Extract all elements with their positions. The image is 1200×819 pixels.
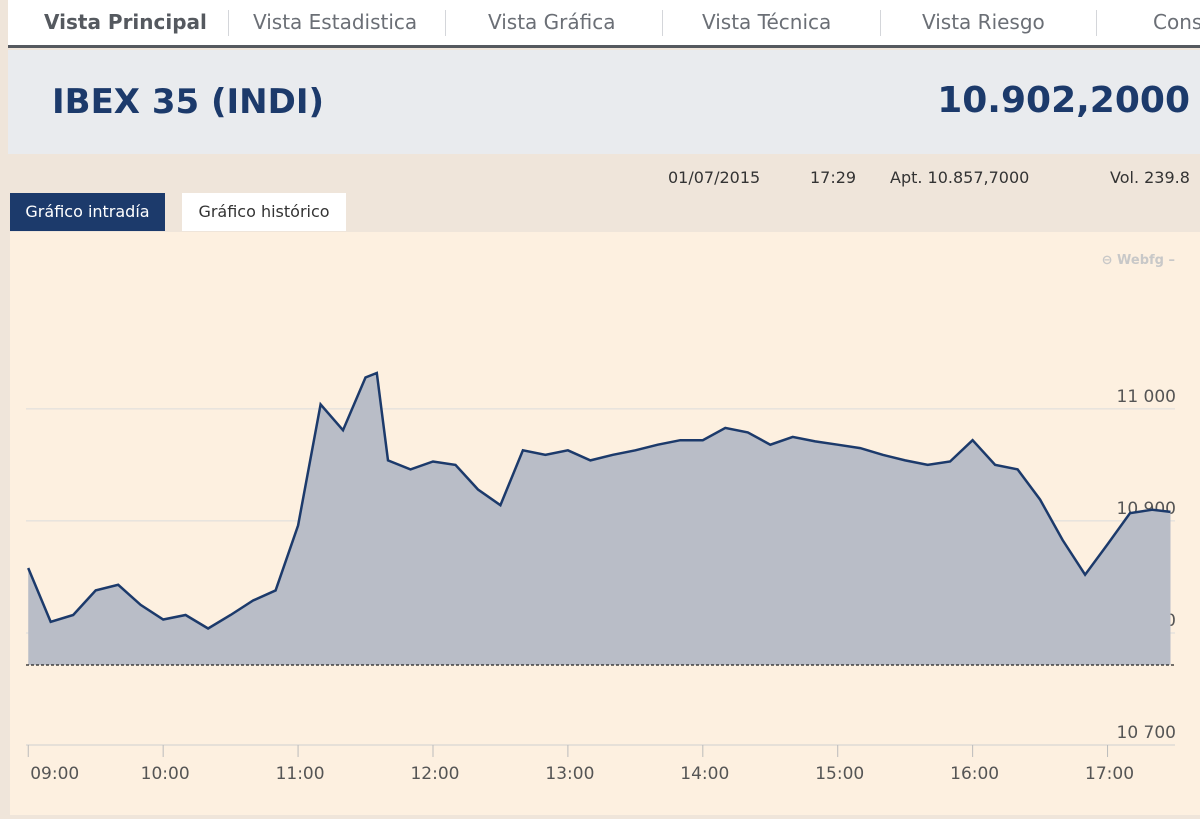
x-tick-label: 12:00	[410, 764, 459, 784]
x-tick-label: 11:00	[276, 764, 325, 784]
separator	[662, 10, 663, 36]
area-fill	[28, 373, 1171, 665]
nav-tab[interactable]: Vista Técnica	[702, 10, 832, 34]
nav-tab[interactable]: Vista Gráfica	[488, 10, 616, 34]
separator	[880, 10, 881, 36]
nav-tab[interactable]: Vista Estadistica	[253, 10, 418, 34]
nav-bar: Vista Principal Vista Estadistica Vista …	[8, 0, 1200, 48]
x-tick-label: 10:00	[141, 764, 190, 784]
x-tick-label: 17:00	[1085, 764, 1134, 784]
x-tick-label: 14:00	[680, 764, 729, 784]
nav-tab[interactable]: Vista Principal	[44, 10, 207, 34]
x-tick-label: 13:00	[545, 764, 594, 784]
separator	[228, 10, 229, 36]
x-tick-label: 16:00	[950, 764, 999, 784]
nav-tab[interactable]: Vista Riesgo	[922, 10, 1045, 34]
y-tick-label: 10 700	[1117, 723, 1176, 743]
index-title: IBEX 35 (INDI)	[52, 82, 325, 122]
nav-tab[interactable]: Cons	[1153, 10, 1200, 34]
watermark: ⊖ Webfg –	[1102, 253, 1175, 268]
info-open: Apt. 10.857,7000	[890, 168, 1030, 187]
separator	[445, 10, 446, 36]
separator	[1096, 10, 1097, 36]
x-tick-label: 15:00	[815, 764, 864, 784]
info-volume: Vol. 239.8	[1110, 168, 1190, 187]
info-date: 01/07/2015	[668, 168, 761, 187]
header	[8, 50, 1200, 154]
price-line	[27, 371, 1171, 630]
subtab-active[interactable]: Gráfico intradía	[10, 193, 165, 231]
index-value: 10.902,2000	[937, 80, 1190, 121]
y-tick-label: 11 000	[1117, 387, 1176, 407]
x-tick-label: 09:00	[30, 764, 79, 784]
info-time: 17:29	[810, 168, 857, 187]
subtab[interactable]: Gráfico histórico	[182, 193, 346, 231]
